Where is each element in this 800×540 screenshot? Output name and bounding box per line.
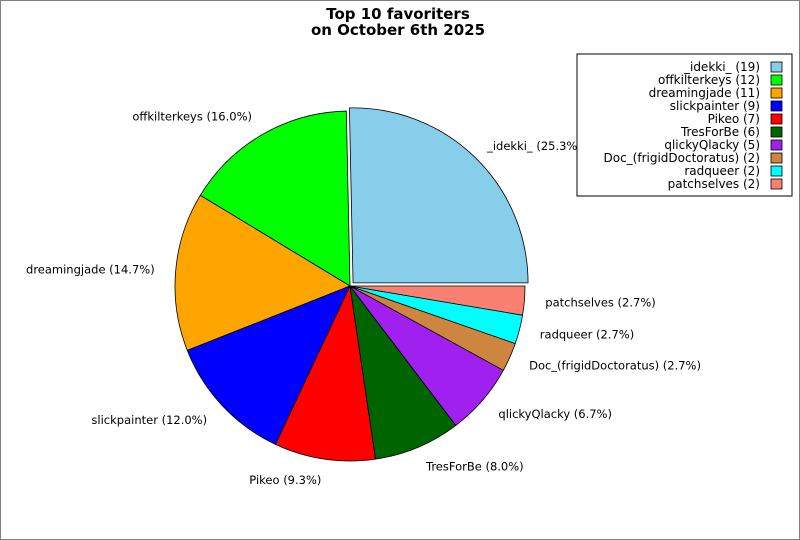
slice-label-3: slickpainter (12.0%): [91, 413, 207, 427]
pie-slices: [174, 107, 529, 462]
pie-slice-3: [186, 285, 351, 445]
legend-swatch-3: [770, 100, 783, 112]
legend-label-3: slickpainter (9): [670, 99, 760, 113]
slice-label-8: radqueer (2.7%): [540, 328, 634, 342]
slice-label-7: Doc_(frigidDoctoratus) (2.7%): [529, 359, 701, 373]
legend-label-0: _idekki_ (19): [683, 60, 760, 74]
pie-slice-4: [275, 285, 376, 462]
legend-box: [576, 53, 793, 197]
legend-swatch-0: [770, 61, 783, 73]
slice-label-4: Pikeo (9.3%): [249, 473, 321, 487]
legend-label-8: radqueer (2): [684, 164, 760, 178]
slice-label-5: TresForBe (8.0%): [425, 460, 524, 474]
pie-slice-2: [174, 194, 351, 351]
legend-label-5: TresForBe (6): [680, 125, 760, 139]
slice-label-6: qlickyQlacky (6.7%): [498, 407, 612, 421]
slice-label-0: _idekki_ (25.3%): [486, 139, 582, 153]
legend-swatch-4: [770, 113, 783, 125]
legend: _idekki_ (19)offkilterkeys (12)dreamingj…: [576, 53, 793, 197]
legend-swatch-9: [770, 178, 783, 190]
pie-slice-labels: _idekki_ (25.3%) offkilterkeys (16.0%) dre…: [26, 109, 701, 487]
legend-swatch-8: [770, 165, 783, 177]
legend-label-4: Pikeo (7): [708, 112, 760, 126]
chart-title-line-2: on October 6th 2025: [311, 21, 485, 39]
slice-label-9: patchselves (2.7%): [545, 295, 655, 309]
legend-swatch-2: [770, 87, 783, 99]
legend-label-1: offkilterkeys (12): [658, 73, 760, 87]
legend-swatch-5: [770, 126, 783, 138]
slice-label-1: offkilterkeys (16.0%): [132, 109, 252, 123]
chart-title-line-1: Top 10 favoriters: [326, 5, 470, 23]
pie-slice-0: [349, 107, 529, 284]
legend-label-7: Doc_(frigidDoctoratus) (2): [604, 151, 761, 165]
legend-swatch-1: [770, 74, 783, 86]
legend-swatch-6: [770, 139, 783, 151]
pie-slice-9: [349, 285, 526, 316]
slice-label-2: dreamingjade (14.7%): [26, 263, 155, 277]
legend-label-2: dreamingjade (11): [649, 86, 760, 100]
legend-label-9: patchselves (2): [668, 177, 760, 191]
chart-title: Top 10 favoriters on October 6th 2025: [311, 5, 485, 39]
pie-slice-1: [199, 110, 351, 287]
legend-swatch-7: [770, 152, 783, 164]
legend-label-6: qlickyQlacky (5): [664, 138, 760, 152]
